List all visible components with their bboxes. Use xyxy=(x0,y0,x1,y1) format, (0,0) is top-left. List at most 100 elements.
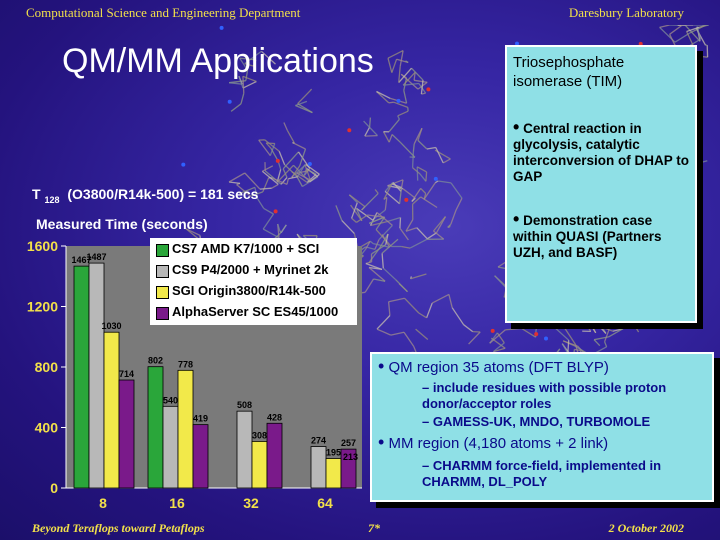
molecule-bond xyxy=(356,207,373,221)
timing-line: T 128 (O3800/R14k-500) = 181 secs xyxy=(32,186,258,205)
molecule-bond xyxy=(364,126,371,137)
bar-value-label: 508 xyxy=(237,400,252,410)
molecule-bond xyxy=(291,171,308,184)
molecule-bond xyxy=(521,327,537,338)
bar xyxy=(251,441,268,489)
molecule-bond xyxy=(283,122,288,131)
molecule-bond xyxy=(603,329,610,342)
molecule-bond xyxy=(230,103,242,112)
molecule-bond xyxy=(420,80,424,95)
bar xyxy=(236,410,253,489)
molecule-bond xyxy=(368,216,385,224)
molecule-bond xyxy=(388,134,393,143)
bar-value-label: 714 xyxy=(119,369,134,379)
bar xyxy=(73,265,90,489)
y-tick-label: 1200 xyxy=(27,299,58,315)
molecule-bond xyxy=(361,192,379,211)
molecule-bond xyxy=(369,240,374,245)
molecule-bond xyxy=(261,165,274,172)
molecule-bond xyxy=(382,131,390,143)
molecule-bond xyxy=(669,25,683,35)
molecule-bond xyxy=(229,82,243,85)
molecule-bond xyxy=(413,127,423,145)
molecule-bond xyxy=(260,50,276,65)
molecule-bond xyxy=(245,70,249,81)
molecule-bond xyxy=(376,328,392,336)
molecule-bond xyxy=(350,202,358,219)
molecule-atom xyxy=(638,41,643,46)
tim-heading: Triosephosphate isomerase (TIM) xyxy=(513,54,625,90)
molecule-bond xyxy=(401,245,411,249)
molecule-bond xyxy=(242,76,245,94)
molecule-bond xyxy=(265,142,272,149)
bar xyxy=(162,405,179,489)
bar xyxy=(340,448,357,489)
molecule-bond xyxy=(406,219,414,231)
molecule-bond xyxy=(416,166,419,181)
molecule-bond xyxy=(417,139,428,150)
molecule-bond xyxy=(297,103,313,114)
molecule-bond xyxy=(411,197,416,202)
molecule-bond xyxy=(295,100,308,107)
y-tick-label: 0 xyxy=(50,480,58,496)
molecule-bond xyxy=(297,164,306,178)
molecule-atom xyxy=(275,158,280,163)
molecule-bond xyxy=(309,173,320,183)
molecule-bond xyxy=(277,223,281,231)
bar xyxy=(192,424,209,489)
molecule-bond xyxy=(413,72,416,81)
molecule-bond xyxy=(276,164,294,183)
molecule-bond xyxy=(238,186,256,195)
molecule-bond xyxy=(402,71,416,86)
molecule-atom xyxy=(515,41,519,46)
molecule-bond xyxy=(375,229,392,247)
molecule-bond xyxy=(256,197,265,209)
molecule-bond xyxy=(402,188,416,199)
molecule-bond xyxy=(492,342,505,353)
bar-value-label: 213 xyxy=(343,452,358,462)
molecule-bond xyxy=(390,331,405,336)
qmmm-info-box: • QM region 35 atoms (DFT BLYP) – includ… xyxy=(370,352,714,502)
molecule-bond xyxy=(292,142,306,150)
molecule-bond xyxy=(412,167,421,175)
molecule-bond xyxy=(403,82,419,86)
molecule-bond xyxy=(297,90,311,105)
molecule-bond xyxy=(493,347,506,353)
molecule-bond xyxy=(375,216,386,230)
molecule-bond xyxy=(240,93,245,104)
bar-value-label: 802 xyxy=(148,356,163,366)
chart-legend: CS7 AMD K7/1000 + SCI CS9 P4/2000 + Myri… xyxy=(150,238,357,325)
molecule-bond xyxy=(496,332,505,344)
molecule-atom xyxy=(347,128,352,133)
molecule-bond xyxy=(398,187,403,204)
molecule-bond xyxy=(252,59,257,67)
molecule-bond xyxy=(403,77,408,91)
molecule-bond xyxy=(262,213,275,230)
bar-value-label: 274 xyxy=(311,436,326,446)
molecule-bond xyxy=(244,62,254,67)
molecule-bond xyxy=(403,90,408,104)
molecule-bond xyxy=(696,55,708,58)
x-tick-label: 8 xyxy=(99,495,107,511)
bar xyxy=(88,262,105,489)
molecule-bond xyxy=(238,75,244,89)
molecule-bond xyxy=(399,227,409,241)
molecule-bond xyxy=(387,50,404,59)
molecule-bond xyxy=(254,187,258,199)
molecule-bond xyxy=(304,164,312,181)
molecule-bond xyxy=(423,182,436,200)
molecule-bond xyxy=(244,50,262,65)
molecule-bond xyxy=(391,134,401,143)
timing-prefix: T xyxy=(32,186,41,202)
molecule-bond xyxy=(399,141,416,158)
molecule-bond xyxy=(585,323,592,332)
molecule-bond xyxy=(405,60,409,64)
molecule-bond xyxy=(368,266,383,271)
molecule-bond xyxy=(434,180,439,184)
molecule-bond xyxy=(463,324,474,333)
molecule-bond xyxy=(376,315,391,330)
molecule-bond xyxy=(291,165,301,178)
molecule-bond xyxy=(419,173,427,182)
molecule-bond xyxy=(239,57,249,71)
molecule-bond xyxy=(598,325,613,332)
